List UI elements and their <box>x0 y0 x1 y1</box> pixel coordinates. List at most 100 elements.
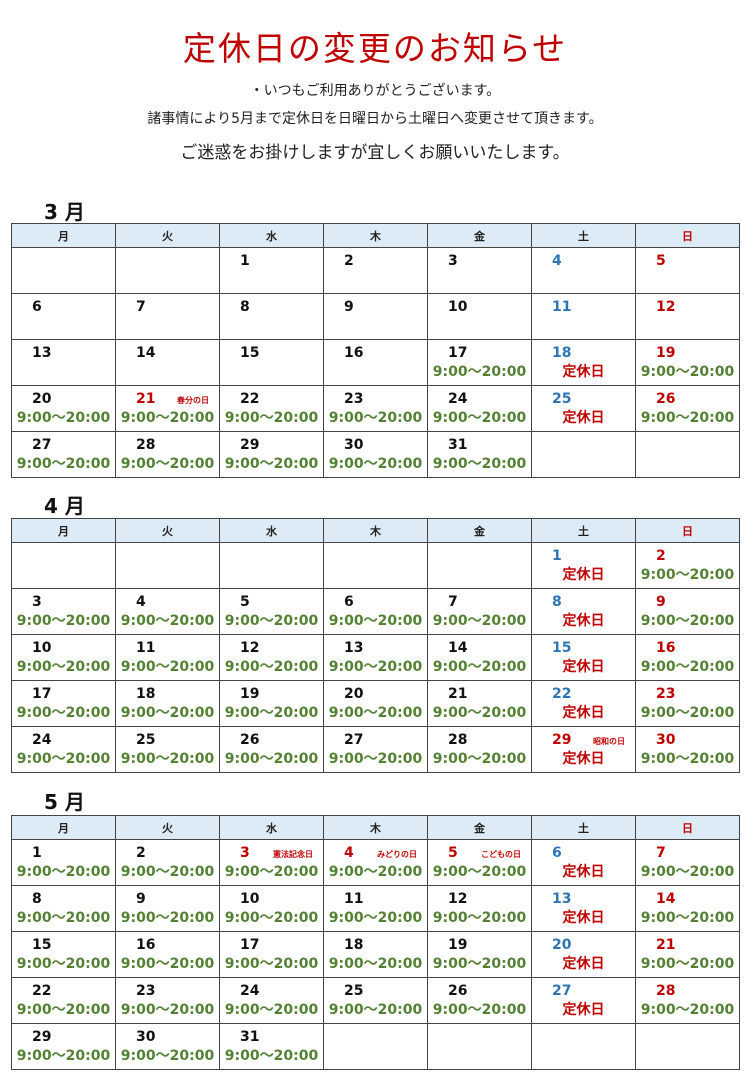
day-cell <box>635 1023 740 1070</box>
day-cell: 3 9:00～20:00 <box>11 588 116 635</box>
business-hours: 9:00～20:00 <box>224 659 319 675</box>
weekday-header: 金 <box>427 518 532 543</box>
day-cell: 28 9:00～20:00 <box>115 431 220 478</box>
day-cell: 16 9:00～20:00 <box>115 931 220 978</box>
day-cell: 5 9:00～20:00 <box>219 588 324 635</box>
weekday-header: 木 <box>323 518 428 543</box>
day-cell: 8 定休日 <box>531 588 636 635</box>
day-cell: 18 定休日 <box>531 339 636 386</box>
day-number: 6 <box>344 594 354 610</box>
day-cell: 14 <box>115 339 220 386</box>
closed-day-label: 定休日 <box>562 567 605 583</box>
business-hours: 9:00～20:00 <box>120 659 215 675</box>
day-cell: 19 9:00～20:00 <box>427 931 532 978</box>
day-cell: 20 9:00～20:00 <box>323 680 428 727</box>
day-cell: 2 9:00～20:00 <box>115 839 220 886</box>
day-number: 21 <box>448 686 468 702</box>
business-hours: 9:00～20:00 <box>16 751 111 767</box>
day-number: 13 <box>32 345 52 361</box>
business-hours: 9:00～20:00 <box>328 659 423 675</box>
day-number: 29 <box>32 1029 52 1045</box>
business-hours: 9:00～20:00 <box>640 956 735 972</box>
business-hours: 9:00～20:00 <box>640 659 735 675</box>
day-number: 27 <box>32 437 52 453</box>
day-number: 23 <box>136 983 156 999</box>
day-number: 14 <box>656 891 676 907</box>
business-hours: 9:00～20:00 <box>328 456 423 472</box>
day-cell <box>11 247 116 294</box>
day-number: 25 <box>552 391 572 407</box>
week-row: 10 9:00～20:00 11 9:00～20:00 12 9:00～20:00 13 9:… <box>11 634 740 681</box>
day-cell <box>635 431 740 478</box>
business-hours: 9:00～20:00 <box>432 751 527 767</box>
day-cell: 12 <box>635 293 740 340</box>
day-cell: 8 9:00～20:00 <box>11 885 116 932</box>
business-hours: 9:00～20:00 <box>640 910 735 926</box>
day-number: 2 <box>656 548 666 564</box>
business-hours: 9:00～20:00 <box>120 956 215 972</box>
day-cell: 21 9:00～20:00 <box>635 931 740 978</box>
day-cell: 18 9:00～20:00 <box>115 680 220 727</box>
day-number: 13 <box>552 891 572 907</box>
business-hours: 9:00～20:00 <box>432 864 527 880</box>
greeting-line: ・いつもご利用ありがとうございます。 <box>249 83 501 99</box>
weekday-header: 土 <box>531 518 636 543</box>
day-cell: 17 9:00～20:00 <box>219 931 324 978</box>
day-number: 9 <box>344 299 354 315</box>
weekday-header: 火 <box>115 815 220 840</box>
day-cell: 31 9:00～20:00 <box>427 431 532 478</box>
business-hours: 9:00～20:00 <box>224 1002 319 1018</box>
day-cell: 10 9:00～20:00 <box>219 885 324 932</box>
business-hours: 9:00～20:00 <box>640 864 735 880</box>
closed-day-label: 定休日 <box>562 705 605 721</box>
day-number: 8 <box>240 299 250 315</box>
holiday-name: 憲法記念日 <box>273 850 313 859</box>
business-hours: 9:00～20:00 <box>120 751 215 767</box>
day-cell: 30 9:00～20:00 <box>635 726 740 773</box>
day-number: 21 <box>656 937 676 953</box>
day-number: 11 <box>344 891 364 907</box>
weekday-header: 日 <box>635 518 740 543</box>
day-cell: 29 9:00～20:00 <box>219 431 324 478</box>
day-number: 7 <box>448 594 458 610</box>
day-cell: 24 9:00～20:00 <box>427 385 532 432</box>
day-cell: 24 9:00～20:00 <box>219 977 324 1024</box>
weekday-header: 金 <box>427 815 532 840</box>
day-number: 4 <box>344 845 354 861</box>
day-number: 22 <box>32 983 52 999</box>
business-hours: 9:00～20:00 <box>16 864 111 880</box>
day-number: 9 <box>656 594 666 610</box>
day-number: 1 <box>552 548 562 564</box>
day-cell: 13 定休日 <box>531 885 636 932</box>
day-number: 10 <box>240 891 260 907</box>
week-row: 17 9:00～20:00 18 9:00～20:00 19 9:00～20:00 20 9:… <box>11 680 740 727</box>
day-cell: 9 9:00～20:00 <box>115 885 220 932</box>
business-hours: 9:00～20:00 <box>224 410 319 426</box>
week-row: 8 9:00～20:00 9 9:00～20:00 10 9:00～20:00 11 9:00… <box>11 885 740 932</box>
business-hours: 9:00～20:00 <box>224 864 319 880</box>
business-hours: 9:00～20:00 <box>432 705 527 721</box>
day-number: 31 <box>448 437 468 453</box>
day-cell: 9 <box>323 293 428 340</box>
day-cell: 28 9:00～20:00 <box>427 726 532 773</box>
week-row: 22 9:00～20:00 23 9:00～20:00 24 9:00～20:00 25 9:… <box>11 977 740 1024</box>
day-number: 16 <box>656 640 676 656</box>
day-cell: 17 9:00～20:00 <box>11 680 116 727</box>
day-cell: 7 9:00～20:00 <box>635 839 740 886</box>
week-row: 1 2 3 4 5 <box>11 247 740 294</box>
weekday-header: 土 <box>531 223 636 248</box>
day-number: 26 <box>656 391 676 407</box>
weekday-header: 金 <box>427 223 532 248</box>
business-hours: 9:00～20:00 <box>120 456 215 472</box>
business-hours: 9:00～20:00 <box>432 364 527 380</box>
day-number: 22 <box>552 686 572 702</box>
business-hours: 9:00～20:00 <box>224 456 319 472</box>
month-title: 5 月 <box>44 790 85 814</box>
business-hours: 9:00～20:00 <box>432 910 527 926</box>
weekday-header: 木 <box>323 815 428 840</box>
business-hours: 9:00～20:00 <box>224 705 319 721</box>
business-hours: 9:00～20:00 <box>328 864 423 880</box>
day-number: 26 <box>448 983 468 999</box>
day-cell: 31 9:00～20:00 <box>219 1023 324 1070</box>
business-hours: 9:00～20:00 <box>224 613 319 629</box>
